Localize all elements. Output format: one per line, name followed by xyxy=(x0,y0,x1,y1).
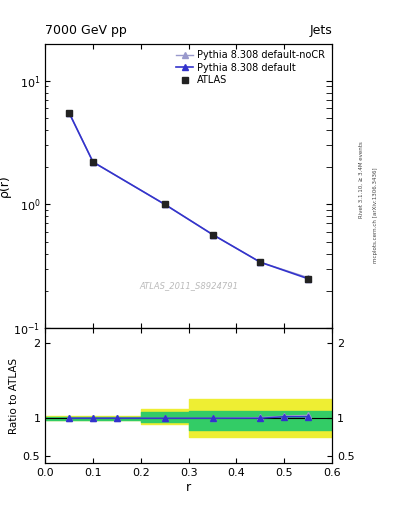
Y-axis label: Ratio to ATLAS: Ratio to ATLAS xyxy=(9,357,18,434)
Legend: Pythia 8.308 default-noCR, Pythia 8.308 default, ATLAS: Pythia 8.308 default-noCR, Pythia 8.308 … xyxy=(174,48,327,87)
Pythia 8.308 default-noCR xyxy=(210,231,215,238)
Text: Rivet 3.1.10, ≥ 3.4M events: Rivet 3.1.10, ≥ 3.4M events xyxy=(358,141,363,218)
Pythia 8.308 default xyxy=(210,231,215,238)
Text: ATLAS_2011_S8924791: ATLAS_2011_S8924791 xyxy=(139,281,238,290)
Pythia 8.308 default-noCR xyxy=(162,201,167,207)
Pythia 8.308 default xyxy=(306,275,310,282)
ATLAS xyxy=(258,259,263,265)
Pythia 8.308 default-noCR xyxy=(67,110,72,116)
Text: 7000 GeV pp: 7000 GeV pp xyxy=(45,24,127,37)
Y-axis label: ρ(r): ρ(r) xyxy=(0,175,11,197)
ATLAS xyxy=(67,110,72,116)
Line: ATLAS: ATLAS xyxy=(66,110,312,282)
ATLAS xyxy=(91,159,95,165)
Line: Pythia 8.308 default-noCR: Pythia 8.308 default-noCR xyxy=(66,110,311,281)
Line: Pythia 8.308 default: Pythia 8.308 default xyxy=(66,110,311,282)
Pythia 8.308 default xyxy=(67,110,72,116)
Pythia 8.308 default-noCR xyxy=(258,259,263,265)
Pythia 8.308 default xyxy=(162,201,167,207)
Pythia 8.308 default xyxy=(258,259,263,265)
Pythia 8.308 default xyxy=(91,159,95,165)
Pythia 8.308 default-noCR xyxy=(91,159,95,165)
X-axis label: r: r xyxy=(186,481,191,494)
ATLAS xyxy=(210,231,215,238)
Text: mcplots.cern.ch [arXiv:1306.3436]: mcplots.cern.ch [arXiv:1306.3436] xyxy=(373,167,378,263)
ATLAS xyxy=(306,275,310,282)
Pythia 8.308 default-noCR xyxy=(306,274,310,281)
Text: Jets: Jets xyxy=(309,24,332,37)
ATLAS xyxy=(162,201,167,207)
